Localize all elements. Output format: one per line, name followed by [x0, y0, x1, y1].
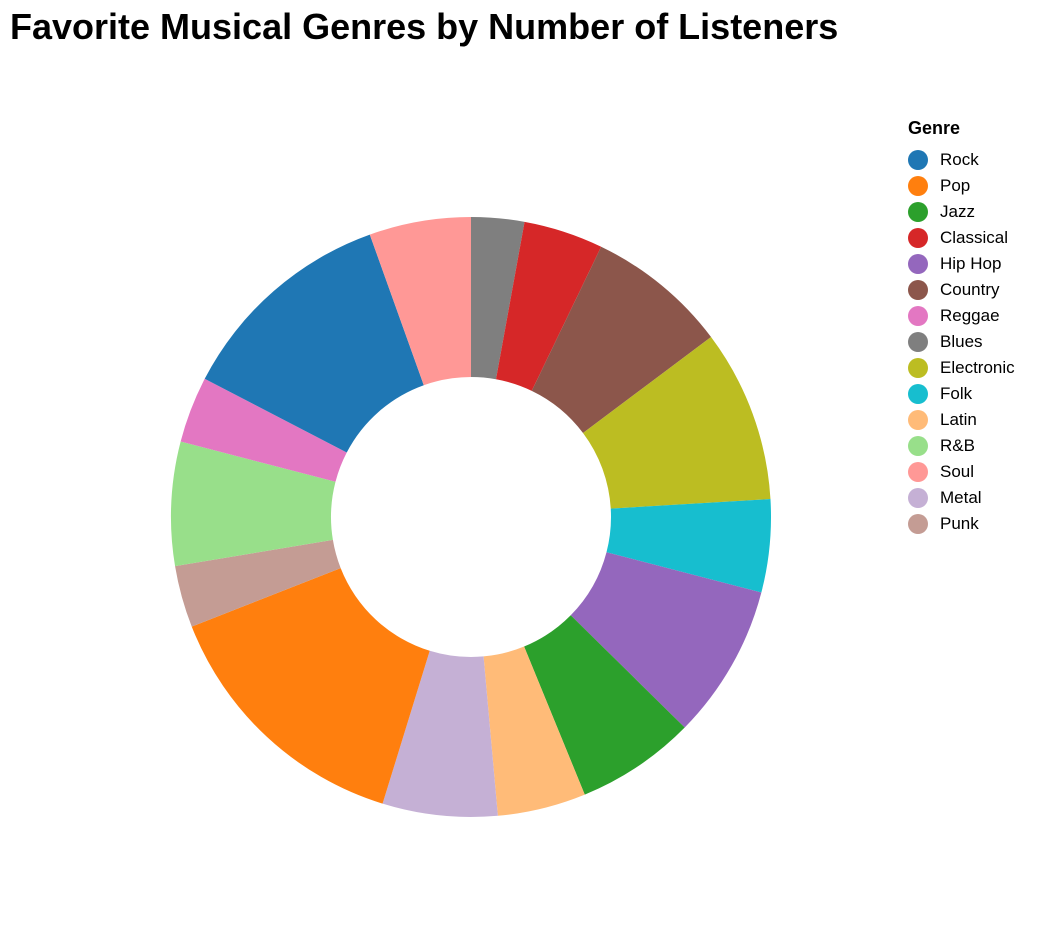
legend-label: Metal — [940, 488, 982, 507]
legend-label: Soul — [940, 462, 975, 481]
legend-swatch — [908, 436, 928, 456]
slice-punk[interactable]: Punk: 70 — [175, 539, 341, 627]
legend: Genre Rock Pop Jazz Classical Hip Hop Country… — [908, 118, 1015, 537]
slice-folk[interactable]: Folk: 105 — [606, 499, 771, 593]
legend-label: Pop — [940, 176, 971, 195]
legend-swatch — [908, 306, 928, 326]
legend-swatch — [908, 150, 928, 170]
legend-swatch — [908, 280, 928, 300]
legend-swatch — [908, 332, 928, 352]
legend-item-hip-hop[interactable]: Hip Hop — [908, 251, 1015, 277]
legend-item-soul[interactable]: Soul — [908, 459, 1015, 485]
legend-label: Rock — [940, 150, 979, 169]
slice-soul[interactable]: Soul: 115 — [369, 217, 471, 386]
legend-label: R&B — [940, 436, 975, 455]
legend-item-classical[interactable]: Classical — [908, 225, 1015, 251]
legend-label: Reggae — [940, 306, 1000, 325]
legend-label: Electronic — [940, 358, 1015, 377]
slice-hip-hop[interactable]: Hip Hop: 175 — [570, 552, 762, 728]
legend-swatch — [908, 410, 928, 430]
legend-item-r-b[interactable]: R&B — [908, 433, 1015, 459]
legend-item-rock[interactable]: Rock — [908, 147, 1015, 173]
slice-blues[interactable]: Blues: 60 — [471, 217, 525, 380]
legend-item-reggae[interactable]: Reggae — [908, 303, 1015, 329]
slice-jazz[interactable]: Jazz: 135 — [524, 615, 685, 795]
slice-metal[interactable]: Metal: 130 — [382, 650, 498, 817]
legend-swatch — [908, 176, 928, 196]
slice-r-b[interactable]: R&B: 140 — [171, 441, 336, 567]
slice-country[interactable]: Country: 160 — [531, 246, 712, 434]
slice-pop[interactable]: Pop: 300 — [191, 568, 430, 804]
slice-electronic[interactable]: Electronic: 195 — [583, 337, 771, 509]
legend-label: Punk — [940, 514, 979, 533]
legend-item-metal[interactable]: Metal — [908, 485, 1015, 511]
legend-item-punk[interactable]: Punk — [908, 511, 1015, 537]
donut-slices: Blues: 60Classical: 90Country: 160Electr… — [171, 217, 771, 817]
legend-item-jazz[interactable]: Jazz — [908, 199, 1015, 225]
legend-label: Jazz — [940, 202, 975, 221]
legend-label: Hip Hop — [940, 254, 1002, 273]
legend-swatch — [908, 514, 928, 534]
slice-reggae[interactable]: Reggae: 75 — [180, 378, 347, 482]
legend-swatch — [908, 254, 928, 274]
legend-label: Classical — [940, 228, 1009, 247]
legend-swatch — [908, 488, 928, 508]
legend-item-folk[interactable]: Folk — [908, 381, 1015, 407]
legend-swatch — [908, 358, 928, 378]
legend-label: Latin — [940, 410, 977, 429]
legend-label: Folk — [940, 384, 973, 403]
slice-rock[interactable]: Rock: 250 — [204, 234, 424, 453]
legend-item-electronic[interactable]: Electronic — [908, 355, 1015, 381]
slice-classical[interactable]: Classical: 90 — [495, 221, 602, 391]
legend-swatch — [908, 228, 928, 248]
legend-label: Blues — [940, 332, 983, 351]
legend-item-latin[interactable]: Latin — [908, 407, 1015, 433]
legend-item-country[interactable]: Country — [908, 277, 1015, 303]
legend-items: Rock Pop Jazz Classical Hip Hop Country Reggae… — [908, 147, 1015, 537]
legend-swatch — [908, 462, 928, 482]
legend-item-blues[interactable]: Blues — [908, 329, 1015, 355]
chart-title: Favorite Musical Genres by Number of Lis… — [10, 6, 839, 47]
slice-latin[interactable]: Latin: 100 — [483, 646, 585, 816]
legend-title: Genre — [908, 118, 961, 138]
legend-swatch — [908, 202, 928, 222]
legend-swatch — [908, 384, 928, 404]
legend-item-pop[interactable]: Pop — [908, 173, 1015, 199]
legend-label: Country — [940, 280, 1000, 299]
